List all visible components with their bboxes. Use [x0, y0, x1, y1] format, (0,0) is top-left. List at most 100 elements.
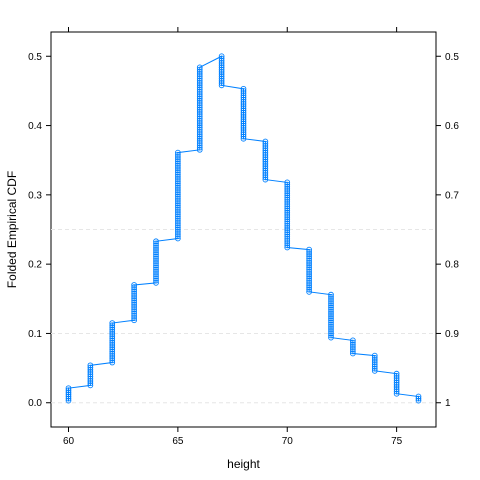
- data-point-x70-8: [284, 227, 291, 234]
- data-point-x68-23: [240, 85, 247, 92]
- data-point-x73-5: [350, 339, 356, 346]
- data-point-x70-28: [284, 183, 291, 190]
- reference-lines: [51, 229, 436, 404]
- data-point-x60-5: [65, 387, 72, 394]
- data-point-x74-7: [371, 352, 378, 359]
- y-tick-label-right-5: 1: [445, 398, 451, 409]
- data-point-x65-38: [175, 151, 181, 158]
- data-point-x70-2: [284, 240, 291, 247]
- axes-group: 60 65 70 75 0.0 0.1 0.2 0.3 0.4 0.5 0.5 0.6 0.7 0.8 0.…: [28, 27, 459, 447]
- data-point-x72-0: [328, 334, 334, 341]
- data-point-x72-1: [328, 332, 334, 339]
- x-tick-label-0: 60: [63, 436, 75, 447]
- data-point-x72-16: [328, 300, 334, 307]
- data-point-x70-27: [284, 186, 291, 192]
- data-point-x60-1: [65, 395, 72, 402]
- y-tick-label-right-3: 0.8: [445, 260, 459, 271]
- data-point-x72-19: [328, 293, 334, 300]
- data-point-x76-0: [415, 397, 422, 404]
- series-group: [65, 53, 422, 404]
- data-point-x74-3: [371, 361, 378, 368]
- data-point-x72-9: [328, 315, 334, 322]
- data-point-x68-12: [240, 109, 247, 116]
- data-point-x70-9: [284, 225, 291, 231]
- data-point-x72-12: [328, 308, 334, 315]
- data-point-x75-8: [393, 373, 400, 379]
- data-point-x60-6: [65, 385, 72, 392]
- data-point-x70-5: [284, 233, 291, 240]
- data-point-x71-19: [306, 246, 312, 253]
- data-point-x70-30: [284, 179, 291, 186]
- data-point-x67-12: [218, 55, 225, 62]
- data-point-x72-14: [328, 304, 334, 311]
- data-point-x70-17: [284, 207, 291, 214]
- data-point-x68-22: [240, 88, 247, 94]
- data-point-x68-9: [240, 116, 247, 123]
- data-point-x72-8: [328, 317, 334, 324]
- data-point-x72-20: [328, 291, 334, 298]
- y-tick-label-left-3: 0.3: [28, 190, 42, 201]
- data-point-x72-6: [328, 321, 334, 328]
- data-point-x68-6: [240, 122, 247, 129]
- data-point-x64-18: [153, 240, 159, 247]
- data-point-x72-15: [328, 302, 334, 309]
- data-point-x70-20: [284, 201, 291, 207]
- data-point-x68-4: [240, 127, 247, 133]
- data-point-x67-13: [218, 53, 225, 60]
- data-point-x68-20: [240, 92, 247, 99]
- x-tick-label-2: 70: [282, 436, 294, 447]
- data-point-x68-7: [240, 120, 247, 127]
- x-axis-title: height: [227, 457, 260, 471]
- series-line: [68, 55, 419, 401]
- data-point-x69-16: [262, 140, 269, 147]
- data-point-x68-18: [240, 96, 247, 103]
- data-point-x65-39: [175, 149, 181, 156]
- data-point-x71-18: [306, 248, 312, 255]
- data-point-x72-3: [328, 328, 334, 335]
- data-point-x69-17: [262, 138, 269, 145]
- data-point-x72-2: [328, 330, 334, 337]
- data-point-x70-13: [284, 216, 291, 223]
- data-point-x63-16: [131, 282, 137, 288]
- data-point-x70-22: [284, 196, 291, 203]
- data-point-x60-4: [65, 389, 72, 396]
- data-point-x61-9: [87, 362, 94, 369]
- y-tick-label-right-1: 0.6: [445, 121, 459, 132]
- data-point-x72-11: [328, 311, 334, 317]
- data-point-x70-6: [284, 231, 291, 238]
- data-point-x70-19: [284, 203, 291, 210]
- y-tick-label-left-0: 0.0: [28, 398, 42, 409]
- data-point-x68-17: [240, 98, 247, 105]
- data-point-x68-16: [240, 101, 247, 107]
- data-point-x70-21: [284, 199, 291, 205]
- data-point-x60-0: [65, 397, 72, 404]
- data-point-x72-13: [328, 306, 334, 313]
- data-point-x72-17: [328, 298, 334, 304]
- data-point-x64-19: [153, 238, 159, 245]
- data-point-x68-2: [240, 131, 247, 138]
- data-point-x70-29: [284, 181, 291, 188]
- data-point-x74-6: [371, 354, 378, 361]
- data-point-x68-21: [240, 90, 247, 97]
- data-point-x70-11: [284, 220, 291, 227]
- data-point-x72-4: [328, 326, 334, 332]
- data-point-x60-3: [65, 391, 72, 398]
- data-point-x62-17: [109, 322, 116, 329]
- data-point-x68-5: [240, 125, 247, 131]
- y-tick-label-left-1: 0.1: [28, 329, 42, 340]
- data-point-x70-18: [284, 205, 291, 212]
- y-tick-label-right-2: 0.7: [445, 190, 459, 201]
- data-point-x72-5: [328, 324, 334, 330]
- data-point-x68-10: [240, 114, 247, 120]
- data-point-x76-1: [415, 395, 422, 402]
- data-point-x68-1: [240, 133, 247, 140]
- data-point-x70-15: [284, 212, 291, 218]
- data-point-x68-15: [240, 103, 247, 110]
- x-tick-label-3: 75: [391, 436, 403, 447]
- data-point-x68-19: [240, 94, 247, 101]
- data-point-x63-15: [131, 284, 137, 291]
- y-tick-label-left-4: 0.4: [28, 121, 42, 132]
- data-point-x68-11: [240, 112, 247, 118]
- data-point-x68-3: [240, 129, 247, 136]
